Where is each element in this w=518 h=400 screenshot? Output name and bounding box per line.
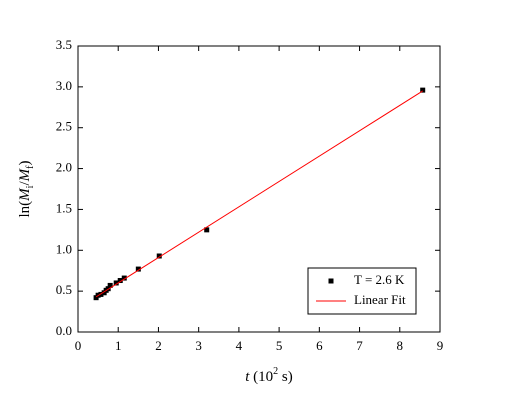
data-point [117,278,123,284]
data-point [107,282,113,288]
y-tick-label: 0.5 [56,282,72,297]
y-label-part: f [25,165,36,169]
x-label-part: s) [278,369,293,385]
x-tick-label: 6 [316,338,323,353]
legend-label: T = 2.6 K [354,272,405,287]
y-label-part: ln( [17,201,33,218]
y-tick-label: 1.5 [56,200,72,215]
x-axis-label: t (102 s) [245,366,293,385]
x-tick-label: 1 [115,338,122,353]
x-tick-label: 3 [195,338,202,353]
y-tick-label: 0.0 [56,323,72,338]
plot-frame [77,45,441,333]
y-label-part: ) [17,161,33,166]
y-label-part: M [17,187,33,202]
x-tick-label: 7 [356,338,363,353]
data-point [204,227,210,233]
data-point [113,280,119,286]
x-tick-label: 8 [397,338,404,353]
y-tick-label: 3.0 [56,78,72,93]
data-point [156,253,162,259]
x-label-part: (10 [249,369,273,385]
x-label-part: 2 [273,366,278,377]
y-tick-label: 2.0 [56,160,72,175]
y-tick-label: 1.0 [56,241,72,256]
fit-line [95,90,423,298]
data-point [98,291,104,297]
legend-marker [328,278,334,284]
y-tick-label: 3.5 [56,37,72,52]
x-tick-label: 2 [155,338,162,353]
y-label-part: M [17,167,33,182]
x-tick-label: 4 [236,338,243,353]
y-axis-label: ln(Mi/Mf) [17,161,36,218]
y-label-part: i [25,185,36,188]
y-label-part: / [17,181,33,186]
x-tick-label: 5 [276,338,283,353]
x-tick-label: 0 [75,338,82,353]
data-point [135,266,141,272]
data-point [420,87,426,93]
data-point [121,275,127,281]
legend-box [307,267,417,315]
legend-label: Linear Fit [354,292,406,307]
x-tick-label: 9 [437,338,444,353]
x-label-part: t [245,369,250,385]
y-tick-label: 2.5 [56,119,72,134]
